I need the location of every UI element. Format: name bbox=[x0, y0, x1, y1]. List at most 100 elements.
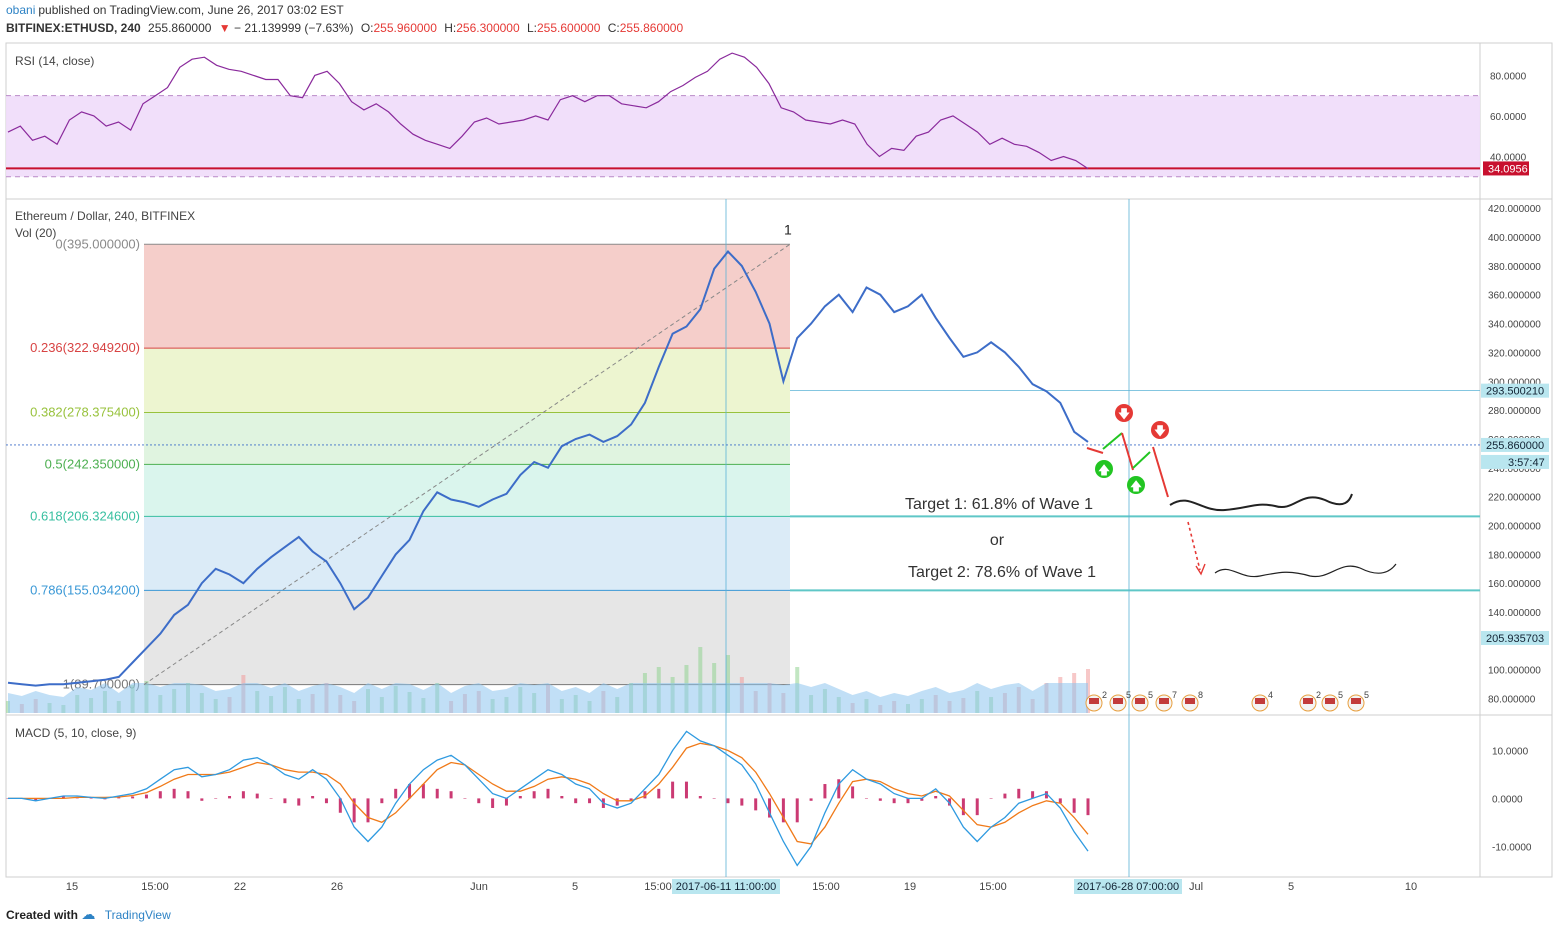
time-tick-label: 15 bbox=[66, 881, 78, 893]
event-count-label: 5 bbox=[1364, 690, 1369, 700]
price-tick-label: 80.000000 bbox=[1488, 695, 1536, 706]
author-link[interactable]: obani bbox=[6, 3, 36, 17]
target-1-wave bbox=[1169, 493, 1353, 512]
up-signal-icon[interactable] bbox=[1127, 476, 1145, 494]
macd-hist-bar bbox=[435, 788, 439, 799]
event-count-label: 4 bbox=[1268, 690, 1273, 700]
up-arrow-icon: 🡅 bbox=[1098, 463, 1110, 477]
macd-hist-bar bbox=[269, 798, 273, 799]
rsi-pane[interactable]: RSI (14, close) 80.0000 60.0000 40.0000 34… bbox=[6, 52, 1529, 178]
macd-hist-bar bbox=[1058, 798, 1062, 804]
macd-hist-bar bbox=[975, 798, 979, 816]
time-tick-label: Jun bbox=[470, 881, 488, 893]
event-count-label: 5 bbox=[1126, 690, 1131, 700]
macd-hist-bar bbox=[491, 798, 495, 808]
macd-hist-bar bbox=[200, 798, 204, 801]
time-tick-label: 19 bbox=[904, 881, 916, 893]
time-tick-label: 22 bbox=[234, 881, 246, 893]
dotted-down-arrow bbox=[1187, 521, 1201, 571]
macd-hist-bar bbox=[906, 798, 910, 804]
macd-hist-bar bbox=[241, 791, 245, 799]
down-arrow-icon: 🡇 bbox=[1154, 424, 1166, 438]
cloud-icon: ☁ bbox=[81, 906, 96, 922]
macd-hist-bar bbox=[1017, 788, 1021, 799]
low-value: 255.600000 bbox=[537, 21, 601, 35]
crosshair-time-label: 2017-06-11 11:00:00 bbox=[676, 881, 777, 893]
macd-hist-bar bbox=[283, 798, 287, 804]
event-count-label: 8 bbox=[1198, 690, 1203, 700]
macd-pane[interactable]: MACD (5, 10, close, 9) 10.0000 0.0000 -10.… bbox=[6, 726, 1532, 867]
macd-hist-bar bbox=[643, 791, 647, 799]
macd-hist-bar bbox=[892, 798, 896, 804]
rsi-series-line bbox=[7, 52, 1089, 170]
macd-hist-bar bbox=[421, 784, 425, 799]
up-signal-icon[interactable] bbox=[1095, 460, 1113, 478]
down-signal-icon[interactable] bbox=[1115, 404, 1133, 422]
macd-hist-bar bbox=[726, 798, 730, 804]
macd-tick-label: -10.0000 bbox=[1492, 842, 1532, 853]
price-tick-label: 140.000000 bbox=[1488, 608, 1541, 619]
rsi-tick-label: 80.0000 bbox=[1490, 71, 1527, 82]
macd-hist-bar bbox=[297, 798, 301, 806]
macd-hist-bar bbox=[837, 779, 841, 799]
fib-zone bbox=[144, 412, 790, 465]
flag-stripes bbox=[1135, 698, 1145, 704]
macd-hist-bar bbox=[809, 798, 813, 801]
last-price: 255.860000 bbox=[148, 21, 212, 35]
macd-hist-bar bbox=[588, 798, 592, 804]
fib-retracement[interactable]: 0(395.000000) 0.236(322.949200) 0.382(278.… bbox=[30, 236, 1480, 692]
flag-stripes bbox=[1113, 698, 1123, 704]
macd-hist-bar bbox=[158, 791, 162, 799]
symbol-label: BITFINEX:ETHUSD, 240 bbox=[6, 21, 141, 35]
price-series-line bbox=[7, 249, 1089, 687]
macd-hist-bar bbox=[1044, 791, 1048, 799]
macd-hist-bar bbox=[754, 798, 758, 811]
volume-ma-area bbox=[8, 683, 1088, 713]
down-arrow-icon: ▼ bbox=[218, 21, 231, 35]
high-value: 256.300000 bbox=[456, 21, 520, 35]
economic-events[interactable]: 2 5 5 7 8 4 2 5 5 bbox=[1085, 690, 1369, 712]
rsi-tick-label: 60.0000 bbox=[1490, 112, 1527, 123]
macd-hist-bar bbox=[795, 798, 799, 823]
macd-hist-bar bbox=[186, 791, 190, 799]
created-with-text: Created with bbox=[6, 908, 79, 922]
rsi-tick-label: 40.0000 bbox=[1490, 152, 1527, 163]
open-value: 255.960000 bbox=[373, 21, 437, 35]
fib-level-label: 1(89.700000) bbox=[63, 677, 140, 692]
rsi-title: RSI (14, close) bbox=[15, 54, 94, 68]
tradingview-link[interactable]: TradingView bbox=[104, 908, 171, 922]
macd-hist-bar bbox=[61, 796, 65, 799]
target-projection[interactable]: Target 1: 61.8% of Wave 1 or Target 2: 7… bbox=[905, 404, 1397, 581]
macd-hist-bar bbox=[311, 796, 315, 799]
time-tick-label: 15:00 bbox=[141, 881, 169, 893]
macd-hist-bar bbox=[629, 798, 633, 801]
fib-level-label: 0.786(155.034200) bbox=[30, 582, 140, 597]
flag-stripes bbox=[1351, 698, 1361, 704]
macd-hist-bar bbox=[324, 798, 328, 804]
flag-stripes bbox=[1089, 698, 1099, 704]
macd-hist-bar bbox=[864, 798, 868, 799]
macd-hist-bar bbox=[477, 798, 481, 804]
price-tick-label: 420.000000 bbox=[1488, 204, 1541, 215]
price-tick-label: 220.000000 bbox=[1488, 493, 1541, 504]
macd-hist-bar bbox=[449, 791, 453, 799]
price-tick-label: 380.000000 bbox=[1488, 262, 1541, 273]
time-tick-label: 15:00 bbox=[644, 881, 672, 893]
price-pane[interactable]: 0(395.000000) 0.236(322.949200) 0.382(278.… bbox=[6, 199, 1549, 877]
wave-trend-line[interactable] bbox=[143, 243, 791, 686]
footer: Created with ☁ TradingView bbox=[6, 906, 171, 923]
macd-hist-bar bbox=[712, 798, 716, 799]
macd-hist-bar bbox=[615, 798, 619, 806]
macd-hist-bar bbox=[851, 786, 855, 799]
macd-hist-bar bbox=[1003, 793, 1007, 799]
time-tick-label: 10 bbox=[1405, 881, 1417, 893]
green-arrow-1 bbox=[1102, 432, 1123, 450]
macd-hist-bar bbox=[117, 797, 121, 799]
time-tick-label: 15:00 bbox=[979, 881, 1007, 893]
flag-stripes bbox=[1325, 698, 1335, 704]
rsi-value-tag bbox=[1483, 161, 1529, 176]
macd-hist-bar bbox=[228, 796, 232, 799]
down-signal-icon[interactable] bbox=[1151, 421, 1169, 439]
price-tick-label: 180.000000 bbox=[1488, 550, 1541, 561]
